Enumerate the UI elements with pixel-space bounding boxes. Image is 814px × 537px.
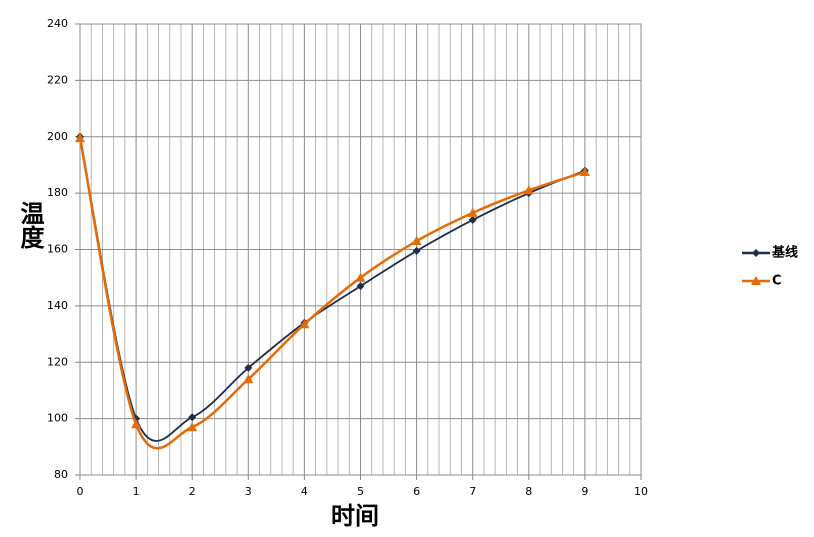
marker xyxy=(75,133,85,143)
marker xyxy=(131,419,142,429)
x-tick-label: 1 xyxy=(133,485,140,498)
x-tick-label: 4 xyxy=(301,485,308,498)
marker xyxy=(299,319,310,329)
y-tick-label: 100 xyxy=(47,412,68,425)
marker xyxy=(579,166,590,176)
x-tick-label: 2 xyxy=(189,485,196,498)
marker xyxy=(468,215,477,224)
marker xyxy=(356,282,365,291)
legend-text: 基线 xyxy=(771,245,798,261)
x-tick-label: 5 xyxy=(357,485,364,498)
y-tick-label: 240 xyxy=(47,17,68,30)
marker xyxy=(187,422,198,432)
marker xyxy=(188,413,197,422)
x-axis-title: 时间 xyxy=(331,502,379,530)
y-axis-title: 温度 xyxy=(16,201,44,250)
marker xyxy=(244,363,253,372)
y-tick-label: 140 xyxy=(47,299,68,312)
y-tick-label: 200 xyxy=(47,130,68,143)
x-tick-label: 6 xyxy=(413,485,420,498)
x-tick-label: 3 xyxy=(245,485,252,498)
x-tick-label: 7 xyxy=(469,485,476,498)
x-tick-label: 9 xyxy=(581,485,588,498)
y-tick-label: 160 xyxy=(47,243,68,256)
marker xyxy=(752,249,760,257)
y-tick-label: 80 xyxy=(54,468,68,481)
x-tick-label: 10 xyxy=(634,485,648,498)
marker xyxy=(243,374,254,384)
marker xyxy=(355,272,366,282)
y-tick-label: 220 xyxy=(47,73,68,86)
marker xyxy=(467,207,478,217)
marker xyxy=(751,276,761,285)
y-tick-label: 180 xyxy=(47,186,68,199)
y-tick-label: 120 xyxy=(47,355,68,368)
marker xyxy=(412,246,421,255)
x-tick-label: 8 xyxy=(525,485,532,498)
marker xyxy=(411,236,422,246)
marker xyxy=(523,185,534,195)
legend-text: C xyxy=(772,274,782,289)
x-tick-label: 0 xyxy=(77,485,84,498)
